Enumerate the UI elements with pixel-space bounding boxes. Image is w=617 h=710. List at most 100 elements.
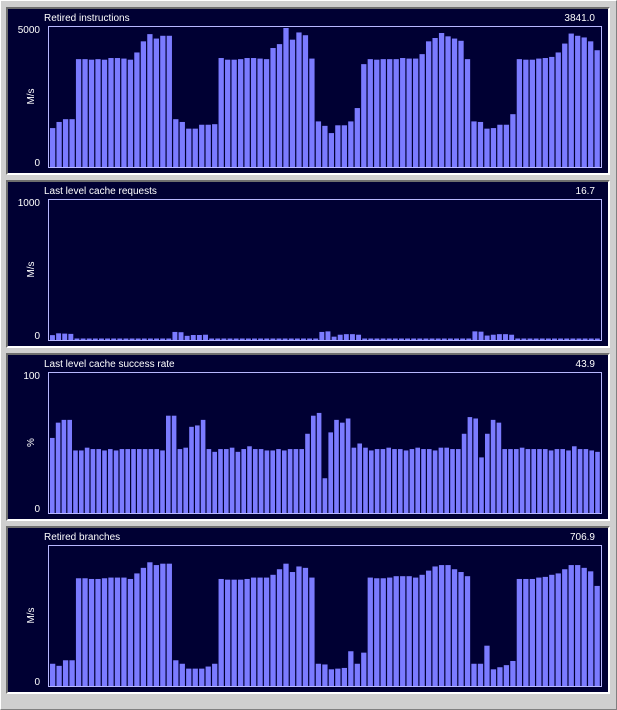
last-level-cache-requests-bar (588, 338, 594, 340)
retired-instructions-bar (199, 124, 205, 167)
retired-branches-bar (75, 578, 82, 686)
retired-instructions-bar (562, 43, 568, 167)
last-level-cache-requests-bar (282, 338, 288, 340)
retired-branches-bar (523, 578, 529, 686)
retired-branches-bar (451, 569, 458, 686)
retired-instructions-bar (477, 121, 484, 167)
retired-instructions-bar (374, 59, 380, 167)
last-level-cache-success-rate-bar (299, 449, 304, 513)
last-level-cache-success-rate-bar (386, 447, 391, 513)
retired-instructions-bar (328, 133, 335, 167)
last-level-cache-success-rate-bar (444, 447, 449, 513)
retired-instructions-bar (568, 33, 574, 167)
last-level-cache-success-rate-bar (392, 449, 397, 513)
last-level-cache-success-rate-bar (525, 449, 531, 513)
last-level-cache-requests-bar (503, 334, 508, 340)
last-level-cache-success-rate-bar (96, 449, 101, 513)
last-level-cache-success-rate-bar (50, 437, 55, 513)
retired-branches-bar (477, 663, 484, 686)
retired-branches-bar (134, 573, 140, 686)
retired-branches-bar (510, 660, 516, 686)
last-level-cache-success-rate-bar (595, 451, 600, 513)
retired-instructions-bar (205, 124, 211, 167)
retired-branches-bar (121, 577, 127, 686)
last-level-cache-success-rate-bar (177, 449, 183, 513)
last-level-cache-success-rate-bar (287, 449, 293, 513)
last-level-cache-success-rate-bar (351, 447, 357, 513)
last-level-cache-requests-bar (221, 338, 227, 340)
last-level-cache-success-rate-bar (543, 449, 548, 513)
last-level-cache-requests-bar (362, 338, 368, 340)
retired-branches-bar (361, 652, 367, 686)
last-level-cache-success-rate-bar (160, 450, 165, 513)
retired-branches-bar (82, 578, 88, 686)
last-level-cache-requests-bar (478, 331, 484, 340)
last-level-cache-success-rate-bar (276, 449, 281, 513)
retired-branches-bar (432, 566, 438, 686)
retired-branches-bar (50, 663, 56, 686)
last-level-cache-success-rate-bar (363, 447, 368, 513)
retired-branches-bar (56, 665, 62, 686)
last-level-cache-requests-bar (203, 334, 208, 340)
last-level-cache-requests-bar (576, 338, 582, 340)
chart-retired-instructions: Retired instructions 3841.0 5000 0 M/s (18, 13, 602, 169)
retired-branches-current-value: 706.9 (570, 532, 595, 543)
retired-branches-bar (438, 565, 445, 686)
last-level-cache-requests-bar (484, 335, 490, 340)
retired-instructions-bar (510, 114, 516, 167)
last-level-cache-success-rate-bar (224, 449, 229, 513)
retired-instructions-bar (445, 36, 451, 168)
retired-branches-bar (490, 669, 497, 686)
retired-branches-bar (549, 574, 555, 686)
chart-last-level-cache-success-rate: Last level cache success rate 43.9 100 0% (23, 359, 602, 515)
last-level-cache-success-rate-bar (229, 447, 235, 513)
retired-instructions-bar (438, 33, 445, 167)
retired-branches-bar (95, 578, 101, 686)
retired-instructions-bar (82, 59, 88, 167)
last-level-cache-requests-bar (337, 334, 343, 340)
last-level-cache-success-rate-bar (427, 449, 432, 513)
retired-branches-bar (101, 578, 108, 686)
retired-branches-bar (186, 668, 192, 687)
last-level-cache-success-rate-bar (189, 426, 194, 513)
last-level-cache-success-rate-bar (148, 449, 154, 513)
last-level-cache-requests-bar (411, 338, 417, 340)
last-level-cache-requests-bar (325, 331, 331, 340)
retired-branches-bar (328, 669, 335, 686)
retired-instructions-bar (56, 121, 62, 167)
last-level-cache-success-rate-bar (125, 449, 130, 513)
retired-branches-bar (458, 572, 464, 686)
retired-instructions-bar (244, 58, 250, 167)
retired-branches-bar (283, 563, 289, 686)
retired-branches-bar (147, 562, 153, 686)
retired-instructions-bar (341, 125, 347, 167)
last-level-cache-requests-bar (184, 335, 190, 340)
retired-instructions-bar (108, 58, 114, 167)
retired-instructions-bar (192, 128, 198, 167)
retired-instructions-bar (413, 58, 419, 167)
retired-instructions-bar (250, 58, 257, 167)
retired-instructions-bar (212, 124, 218, 167)
retired-branches-bar (341, 667, 347, 686)
retired-instructions-bar (594, 50, 600, 167)
retired-instructions-bar (348, 121, 354, 167)
last-level-cache-requests-bar (447, 338, 453, 340)
retired-branches-bar (588, 571, 594, 686)
last-level-cache-requests-bar (190, 335, 196, 340)
last-level-cache-requests-bar (264, 338, 270, 340)
last-level-cache-requests-bar (154, 338, 159, 340)
last-level-cache-success-rate-bar (119, 449, 125, 513)
last-level-cache-success-rate-bar (374, 449, 380, 513)
retired-branches-bar (380, 578, 386, 686)
last-level-cache-requests-bar (172, 331, 178, 340)
retired-instructions-bar (458, 40, 464, 167)
retired-instructions-bar (270, 48, 276, 167)
retired-instructions-bar (147, 34, 153, 168)
retired-branches-bar (263, 577, 270, 686)
last-level-cache-success-rate-bar (438, 447, 444, 513)
retired-branches-bar (387, 577, 393, 686)
last-level-cache-success-rate-bar (270, 450, 275, 513)
retired-instructions-bar (237, 59, 244, 167)
last-level-cache-requests-bar (594, 338, 600, 340)
last-level-cache-requests-bar (392, 338, 398, 340)
